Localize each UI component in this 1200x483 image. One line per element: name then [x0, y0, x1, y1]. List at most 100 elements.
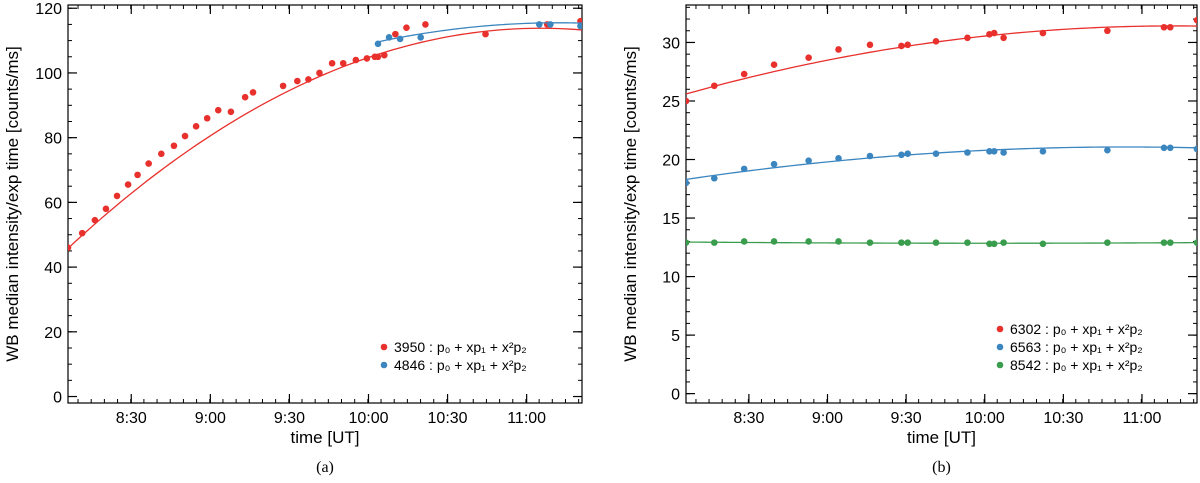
data-point-3950: [78, 229, 86, 237]
data-point-8542: [740, 238, 748, 245]
y-tick-label: 40: [44, 260, 62, 277]
legend-series-name: 6563: [1010, 339, 1041, 355]
panel-caption: (b): [932, 459, 951, 476]
y-tick-label: 15: [662, 211, 680, 228]
data-point-6302: [1104, 27, 1111, 35]
data-point-8542: [1160, 239, 1168, 246]
data-point-8542: [805, 238, 812, 245]
fit-curve-3950: [68, 27, 582, 249]
legend-fit-formula: : p₀ + xp₁ + x²p₂: [1041, 339, 1143, 355]
data-point-3950: [227, 108, 235, 116]
data-point-3950: [158, 150, 165, 158]
data-point-6302: [1160, 23, 1168, 31]
legend-label-8542: 8542 : p₀ + xp₁ + x²p₂: [1010, 357, 1143, 373]
data-point-6563: [964, 149, 971, 156]
data-point-6302: [711, 82, 718, 90]
data-point-6302: [898, 42, 905, 50]
data-point-6302: [866, 41, 874, 49]
data-point-6563: [986, 148, 993, 155]
data-point-8542: [990, 240, 998, 248]
y-tick-label: 0: [671, 387, 680, 404]
plot-frame: [67, 4, 583, 404]
x-tick-label: 10:30: [428, 410, 468, 427]
data-point-6563: [835, 155, 842, 162]
data-point-4846: [547, 21, 554, 28]
x-tick-label: 10:00: [965, 410, 1005, 427]
data-point-3950: [339, 59, 347, 67]
legend-label-4846: 4846 : p₀ + xp₁ + x²p₂: [394, 357, 527, 373]
data-point-8542: [1039, 240, 1047, 248]
data-point-8542: [904, 239, 911, 246]
data-point-3950: [170, 142, 178, 150]
plot-frame: [685, 4, 1198, 404]
data-point-6563: [1166, 144, 1174, 152]
data-point-6302: [1166, 23, 1174, 31]
y-tick-label: 120: [35, 1, 62, 18]
data-point-3950: [113, 192, 121, 200]
data-point-6563: [932, 150, 940, 157]
legend-series-name: 6302: [1010, 321, 1041, 337]
data-point-3950: [192, 123, 200, 130]
data-point-8542: [986, 240, 993, 248]
fit-curve-6563: [686, 146, 1197, 181]
data-point-6563: [1104, 146, 1111, 154]
x-tick-label: 11:00: [1123, 410, 1162, 427]
series-6563: [686, 144, 1197, 187]
legend-label-3950: 3950 : p₀ + xp₁ + x²p₂: [394, 339, 527, 355]
y-axis-label: WB median intensity/exp time [counts/ms]: [621, 46, 640, 362]
legend-label-6563: 6563 : p₀ + xp₁ + x²p₂: [1010, 339, 1143, 355]
data-point-6563: [866, 152, 874, 160]
legend-marker-6563: [996, 343, 1004, 351]
legend-marker-3950: [380, 343, 388, 351]
data-point-4846: [396, 35, 404, 43]
data-point-4846: [577, 22, 582, 30]
x-axis-label: time [UT]: [907, 428, 976, 447]
y-tick-label: 20: [662, 153, 680, 170]
data-point-8542: [686, 239, 690, 246]
series-3950: [68, 17, 582, 251]
y-axis-label: WB median intensity/exp time [counts/ms]: [3, 46, 22, 362]
x-tick-label: 9:00: [812, 410, 843, 427]
legend-marker-4846: [380, 361, 388, 369]
x-tick-label: 9:00: [195, 410, 226, 427]
chart-panel-a: 8:30 9:00 9:30 10:00 10:30 11:00 0 20 40 60 80 100 1…: [3, 1, 583, 476]
x-axis-label: time [UT]: [291, 428, 360, 447]
legend-series-name: 8542: [1010, 357, 1041, 373]
x-tick-label: 10:00: [348, 410, 388, 427]
data-point-8542: [835, 238, 842, 245]
data-point-6302: [1039, 29, 1047, 37]
data-point-6302: [805, 54, 812, 61]
y-tick-label: 25: [662, 94, 680, 111]
data-point-3950: [279, 82, 287, 90]
data-point-8542: [1166, 239, 1174, 246]
data-point-6563: [1000, 149, 1007, 156]
data-point-3950: [249, 89, 257, 96]
data-point-4846: [535, 21, 543, 28]
series-8542: [686, 238, 1197, 248]
data-point-6563: [990, 148, 998, 155]
data-point-6302: [686, 97, 690, 105]
data-point-6563: [686, 179, 690, 187]
data-point-3950: [134, 171, 141, 179]
data-point-6302: [1000, 34, 1007, 42]
data-point-3950: [294, 77, 301, 85]
legend-label-6302: 6302 : p₀ + xp₁ + x²p₂: [1010, 321, 1143, 337]
legend-marker-6302: [996, 325, 1004, 333]
data-point-8542: [711, 239, 718, 246]
series-6302: [686, 16, 1197, 105]
data-point-3950: [102, 205, 110, 213]
fit-curve-8542: [686, 241, 1197, 244]
data-point-3950: [374, 53, 382, 61]
data-point-8542: [898, 239, 905, 246]
chart-panel-b: 8:30 9:00 9:30 10:00 10:30 11:00 0 5 10 15 20 25 30 t…: [621, 4, 1198, 476]
data-point-6302: [932, 37, 940, 45]
data-point-8542: [1193, 239, 1197, 246]
y-tick-label: 10: [662, 270, 680, 287]
panel-caption: (a): [316, 459, 334, 476]
data-point-3950: [316, 69, 323, 77]
data-point-3950: [91, 216, 99, 224]
legend-fit-formula: : p₀ + xp₁ + x²p₂: [1041, 357, 1143, 373]
y-tick-label: 80: [44, 131, 62, 148]
data-point-6563: [1039, 148, 1047, 155]
legend-marker-8542: [996, 361, 1004, 369]
